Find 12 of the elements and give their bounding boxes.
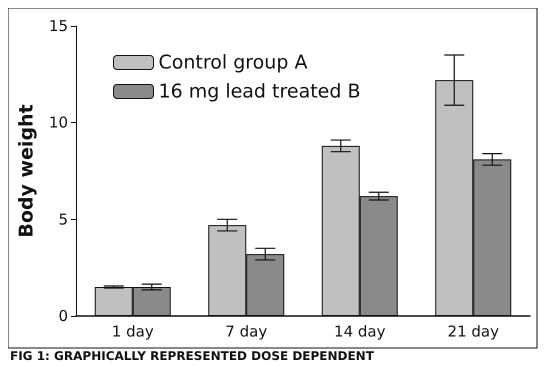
legend-label: 16 mg lead treated B <box>158 80 360 102</box>
x-tick-label: 7 day <box>225 322 268 340</box>
x-tick-label: 1 day <box>112 322 154 340</box>
y-tick-label: 10 <box>48 114 68 132</box>
y-tick-label: 5 <box>58 210 68 228</box>
caption: FIG 1: GRAPHICALLY REPRESENTED DOSE DEPENDENT <box>10 349 375 363</box>
y-axis-title: Body weight <box>16 104 38 238</box>
legend-label: Control group A <box>158 52 308 74</box>
x-tick-label: 21 day <box>448 322 500 340</box>
y-tick-label: 0 <box>58 307 68 325</box>
x-tick-label: 14 day <box>334 322 386 340</box>
y-tick-label: 15 <box>48 17 68 35</box>
